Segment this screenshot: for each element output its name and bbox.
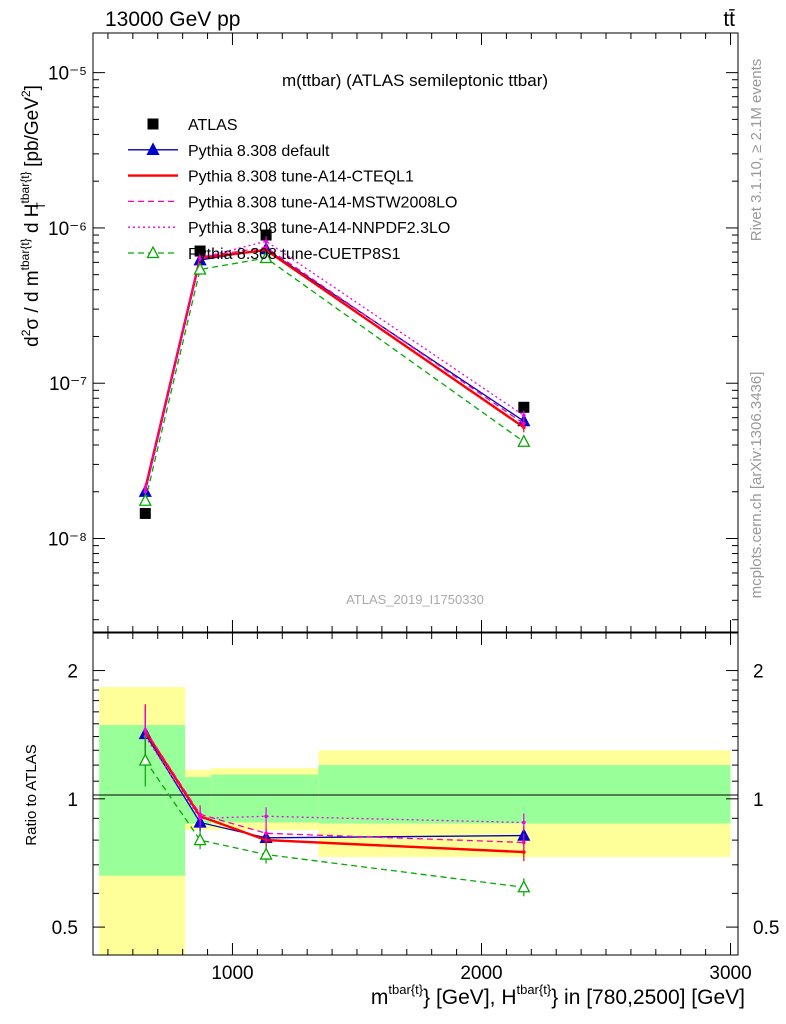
series-line-pythia-8-308-tune-cuetp8s1	[144, 257, 525, 501]
point-atlas-2	[260, 229, 272, 241]
ratio-panel: 0.5 0.5 1 1 2 2 1000 2000 3000 Ratio to ATLAS mt…	[23, 632, 779, 1009]
point-pythia-8-308-tune-cuetp8s1-2	[259, 250, 273, 264]
series-line-pythia-8-308-tune-a14-cteql1	[144, 248, 525, 489]
ratio-point-pythia-8-308-tune-cuetp8s1-2	[259, 847, 273, 860]
main-title: m(ttbar) (ATLAS semileptonic ttbar)	[282, 71, 548, 90]
ratio-point-pythia-8-308-tune-cuetp8s1-0	[138, 753, 152, 766]
legend-label-pythia-8-308-tune-a14-mstw2008lo: Pythia 8.308 tune-A14-MSTW2008LO	[188, 194, 457, 211]
y-tick-label: 10⁻⁶	[48, 219, 87, 240]
series-line-pythia-8-308-default	[144, 248, 525, 492]
legend: ATLAS Pythia 8.308 default Pythia 8.308 tu…	[128, 117, 457, 263]
ratio-line-pythia-8-308-tune-cuetp8s1	[144, 760, 524, 888]
svg-text:d2σ / d mtbar{t} d Htbar{t}T [: d2σ / d mtbar{t} d Htbar{t}T [pb/GeV2]	[18, 85, 48, 347]
x-tick-label: 1000	[211, 963, 253, 984]
y-axis-label: d2σ / d mtbar{t} d Htbar{t}T [pb/GeV2]	[18, 85, 48, 347]
main-frame	[92, 32, 739, 633]
ratio-point-pythia-8-308-tune-cuetp8s1-1	[193, 832, 207, 846]
ratio-line-pythia-8-308-tune-a14-cteql1	[144, 730, 524, 854]
x-axis-label: mtbar{t}} [GeV], Htbar{t}} in [780,2500]…	[371, 982, 745, 1009]
ratio-line-pythia-8-308-tune-a14-nnpdf2-3lo	[144, 736, 524, 824]
point-atlas-3	[518, 401, 530, 413]
rivet-label: Rivet 3.1.10, ≥ 2.1M events	[748, 59, 765, 242]
ratio-y-tick-label: 0.5	[52, 918, 78, 939]
ratio-point-pythia-8-308-tune-a14-nnpdf2-3lo-2	[264, 814, 268, 819]
point-pythia-8-308-tune-a14-nnpdf2-3lo-0	[143, 489, 148, 494]
uncertainty-band-inner-2	[211, 774, 319, 823]
y-tick-label: 10⁻⁸	[48, 530, 87, 551]
legend-label-pythia-8-308-tune-a14-nnpdf2-3lo: Pythia 8.308 tune-A14-NNPDF2.3LO	[188, 220, 450, 237]
uncertainty-band-inner-0	[99, 725, 186, 876]
x-tick-label: 2000	[460, 963, 502, 984]
ratio-point-pythia-8-308-tune-a14-cteql1-3	[522, 850, 526, 854]
watermark: ATLAS_2019_I1750330	[346, 592, 484, 607]
point-pythia-8-308-tune-a14-nnpdf2-3lo-3	[522, 413, 526, 418]
ratio-line-pythia-8-308-tune-a14-mstw2008lo	[144, 729, 524, 844]
legend-label-pythia-8-308-tune-cuetp8s1: Pythia 8.308 tune-CUETP8S1	[188, 246, 401, 263]
ratio-point-pythia-8-308-tune-a14-mstw2008lo-2	[264, 831, 268, 836]
x-tick-label: 3000	[709, 963, 751, 984]
uncertainty-band-inner-3	[318, 765, 731, 824]
point-pythia-8-308-tune-cuetp8s1-3	[517, 434, 531, 447]
point-atlas-0	[139, 507, 151, 519]
point-pythia-8-308-tune-a14-mstw2008lo-3	[522, 421, 526, 426]
ratio-y-label: Ratio to ATLAS	[23, 744, 40, 845]
legend-label-pythia-8-308-tune-a14-cteql1: Pythia 8.308 tune-A14-CTEQL1	[188, 169, 414, 186]
ratio-y-tick-label-right: 2	[753, 662, 764, 683]
series-line-pythia-8-308-tune-a14-nnpdf2-3lo	[144, 240, 525, 492]
ratio-y-tick-label-right: 0.5	[753, 918, 779, 939]
ratio-y-tick-label: 2	[67, 662, 78, 683]
legend-marker-pythia-8-308-default	[146, 142, 160, 155]
point-atlas-1	[194, 245, 206, 257]
mcplots-label: mcplots.cern.ch [arXiv:1306.3436]	[748, 372, 765, 599]
legend-marker-atlas	[147, 118, 159, 130]
svg-text:mtbar{t}} [GeV], Htbar{t}} in: mtbar{t}} [GeV], Htbar{t}} in [780,2500]…	[371, 982, 745, 1009]
legend-marker-pythia-8-308-tune-cuetp8s1	[146, 245, 160, 259]
legend-label-pythia-8-308-default: Pythia 8.308 default	[188, 143, 330, 160]
ratio-line-pythia-8-308-default	[144, 733, 524, 839]
ratio-frame	[92, 632, 739, 956]
ratio-point-pythia-8-308-tune-a14-nnpdf2-3lo-3	[522, 820, 526, 825]
point-pythia-8-308-tune-a14-mstw2008lo-2	[264, 245, 268, 250]
ratio-y-tick-label: 1	[67, 790, 78, 811]
point-pythia-8-308-tune-cuetp8s1-0	[138, 493, 152, 506]
point-pythia-8-308-tune-cuetp8s1-1	[193, 262, 207, 275]
series-line-pythia-8-308-tune-a14-mstw2008lo	[144, 246, 525, 489]
main-panel: 10⁻⁸ 10⁻⁷ 10⁻⁶ 10⁻⁵ m(ttbar) (ATLAS semilep…	[18, 32, 739, 633]
energy-label: 13000 GeV pp	[105, 8, 240, 31]
ratio-y-tick-label-right: 1	[753, 790, 764, 811]
ratio-point-pythia-8-308-tune-a14-mstw2008lo-3	[522, 840, 526, 845]
process-label: tt̄	[723, 8, 735, 31]
y-tick-label: 10⁻⁷	[49, 374, 87, 395]
point-pythia-8-308-tune-a14-nnpdf2-3lo-2	[264, 239, 268, 244]
legend-label-atlas: ATLAS	[188, 117, 238, 134]
point-pythia-8-308-tune-a14-nnpdf2-3lo-1	[198, 256, 202, 260]
y-tick-label: 10⁻⁵	[48, 64, 87, 85]
ratio-point-pythia-8-308-tune-a14-nnpdf2-3lo-1	[198, 816, 202, 821]
ratio-point-pythia-8-308-tune-cuetp8s1-3	[517, 879, 531, 893]
